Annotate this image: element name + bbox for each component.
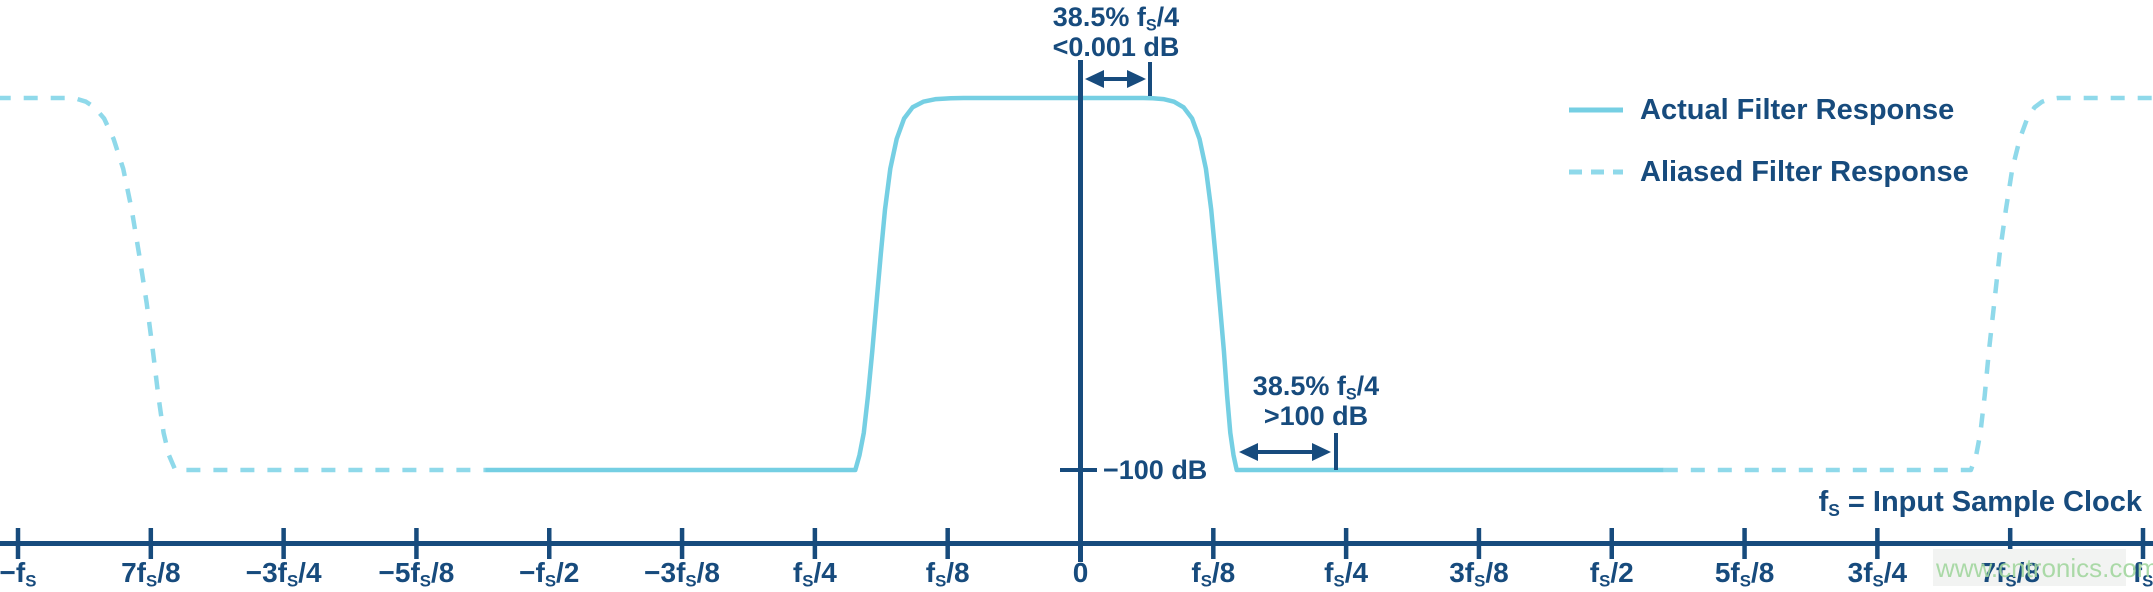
- passband-annotation-line2: <0.001 dB: [1052, 32, 1180, 62]
- passband-annotation-line1: 38.5% fS/4: [1052, 2, 1180, 35]
- passband-arrow-left-head-icon: [1085, 70, 1104, 88]
- axis-tick-label: −3fS/4: [245, 557, 322, 591]
- passband-arrow-right-head-icon: [1127, 70, 1146, 88]
- stopband-annotation-line1: 38.5% fS/4: [1252, 371, 1380, 404]
- dashed-line-icon: [1569, 169, 1623, 175]
- axis-tick-label: fS/2: [1589, 557, 1634, 591]
- passband-width-arrow: [1085, 62, 1152, 96]
- axis-tick-label: 3fS/8: [1449, 557, 1509, 591]
- watermark-background: [1933, 549, 2126, 586]
- legend-label-actual: Actual Filter Response: [1640, 93, 1955, 126]
- axis-tick-label: 7fS/8: [1980, 557, 2040, 591]
- axis-tick-label: 3fS/4: [1847, 557, 1908, 591]
- solid-line-icon: [1569, 107, 1623, 113]
- legend-label-aliased: Aliased Filter Response: [1640, 155, 1969, 188]
- stopband-annotation-line2: >100 dB: [1263, 401, 1369, 431]
- axis-tick-label: fS/8: [925, 557, 970, 591]
- axis-tick-label: fS: [2132, 557, 2153, 591]
- legend: Actual Filter Response Aliased Filter Re…: [1568, 90, 1969, 192]
- attenuation-level-label: −100 dB: [1103, 455, 1208, 485]
- axis-tick-label: fS/4: [792, 557, 837, 591]
- axis-tick-label: −3fS/8: [644, 557, 720, 591]
- sample-clock-note: fS = Input Sample Clock: [1818, 486, 2142, 520]
- axis-tick-label: −fS/2: [519, 557, 580, 591]
- axis-tick-label: 0: [1072, 557, 1089, 588]
- axis-tick-label: 5fS/8: [1714, 557, 1775, 591]
- watermark: www.cntronics.com: [1936, 553, 2153, 583]
- axis-tick-label: −fS: [0, 557, 37, 591]
- actual-filter-response-curve: [485, 95, 1664, 473]
- legend-item-aliased: Aliased Filter Response: [1568, 152, 1969, 192]
- axis-tick-label: fS/4: [1324, 557, 1369, 591]
- axes: [0, 60, 2153, 562]
- axis-tick-label: −5fS/8: [378, 557, 455, 591]
- stopband-width-arrow: [1239, 433, 1338, 470]
- stopband-arrow-right-head-icon: [1312, 443, 1331, 461]
- aliased-filter-response-right-curve: [1663, 95, 2153, 473]
- aliased-filter-response-left-curve: [0, 95, 486, 473]
- axis-tick-label: fS/8: [1191, 557, 1236, 591]
- response-curves: [0, 95, 2153, 473]
- stopband-arrow-left-head-icon: [1239, 443, 1258, 461]
- stopband-attenuation-annotation: 38.5% fS/4 >100 dB: [1253, 371, 1379, 431]
- legend-item-actual: Actual Filter Response: [1568, 90, 1969, 130]
- passband-flatness-annotation: 38.5% fS/4 <0.001 dB: [1053, 2, 1180, 62]
- axis-tick-label: 7fS/8: [121, 557, 181, 591]
